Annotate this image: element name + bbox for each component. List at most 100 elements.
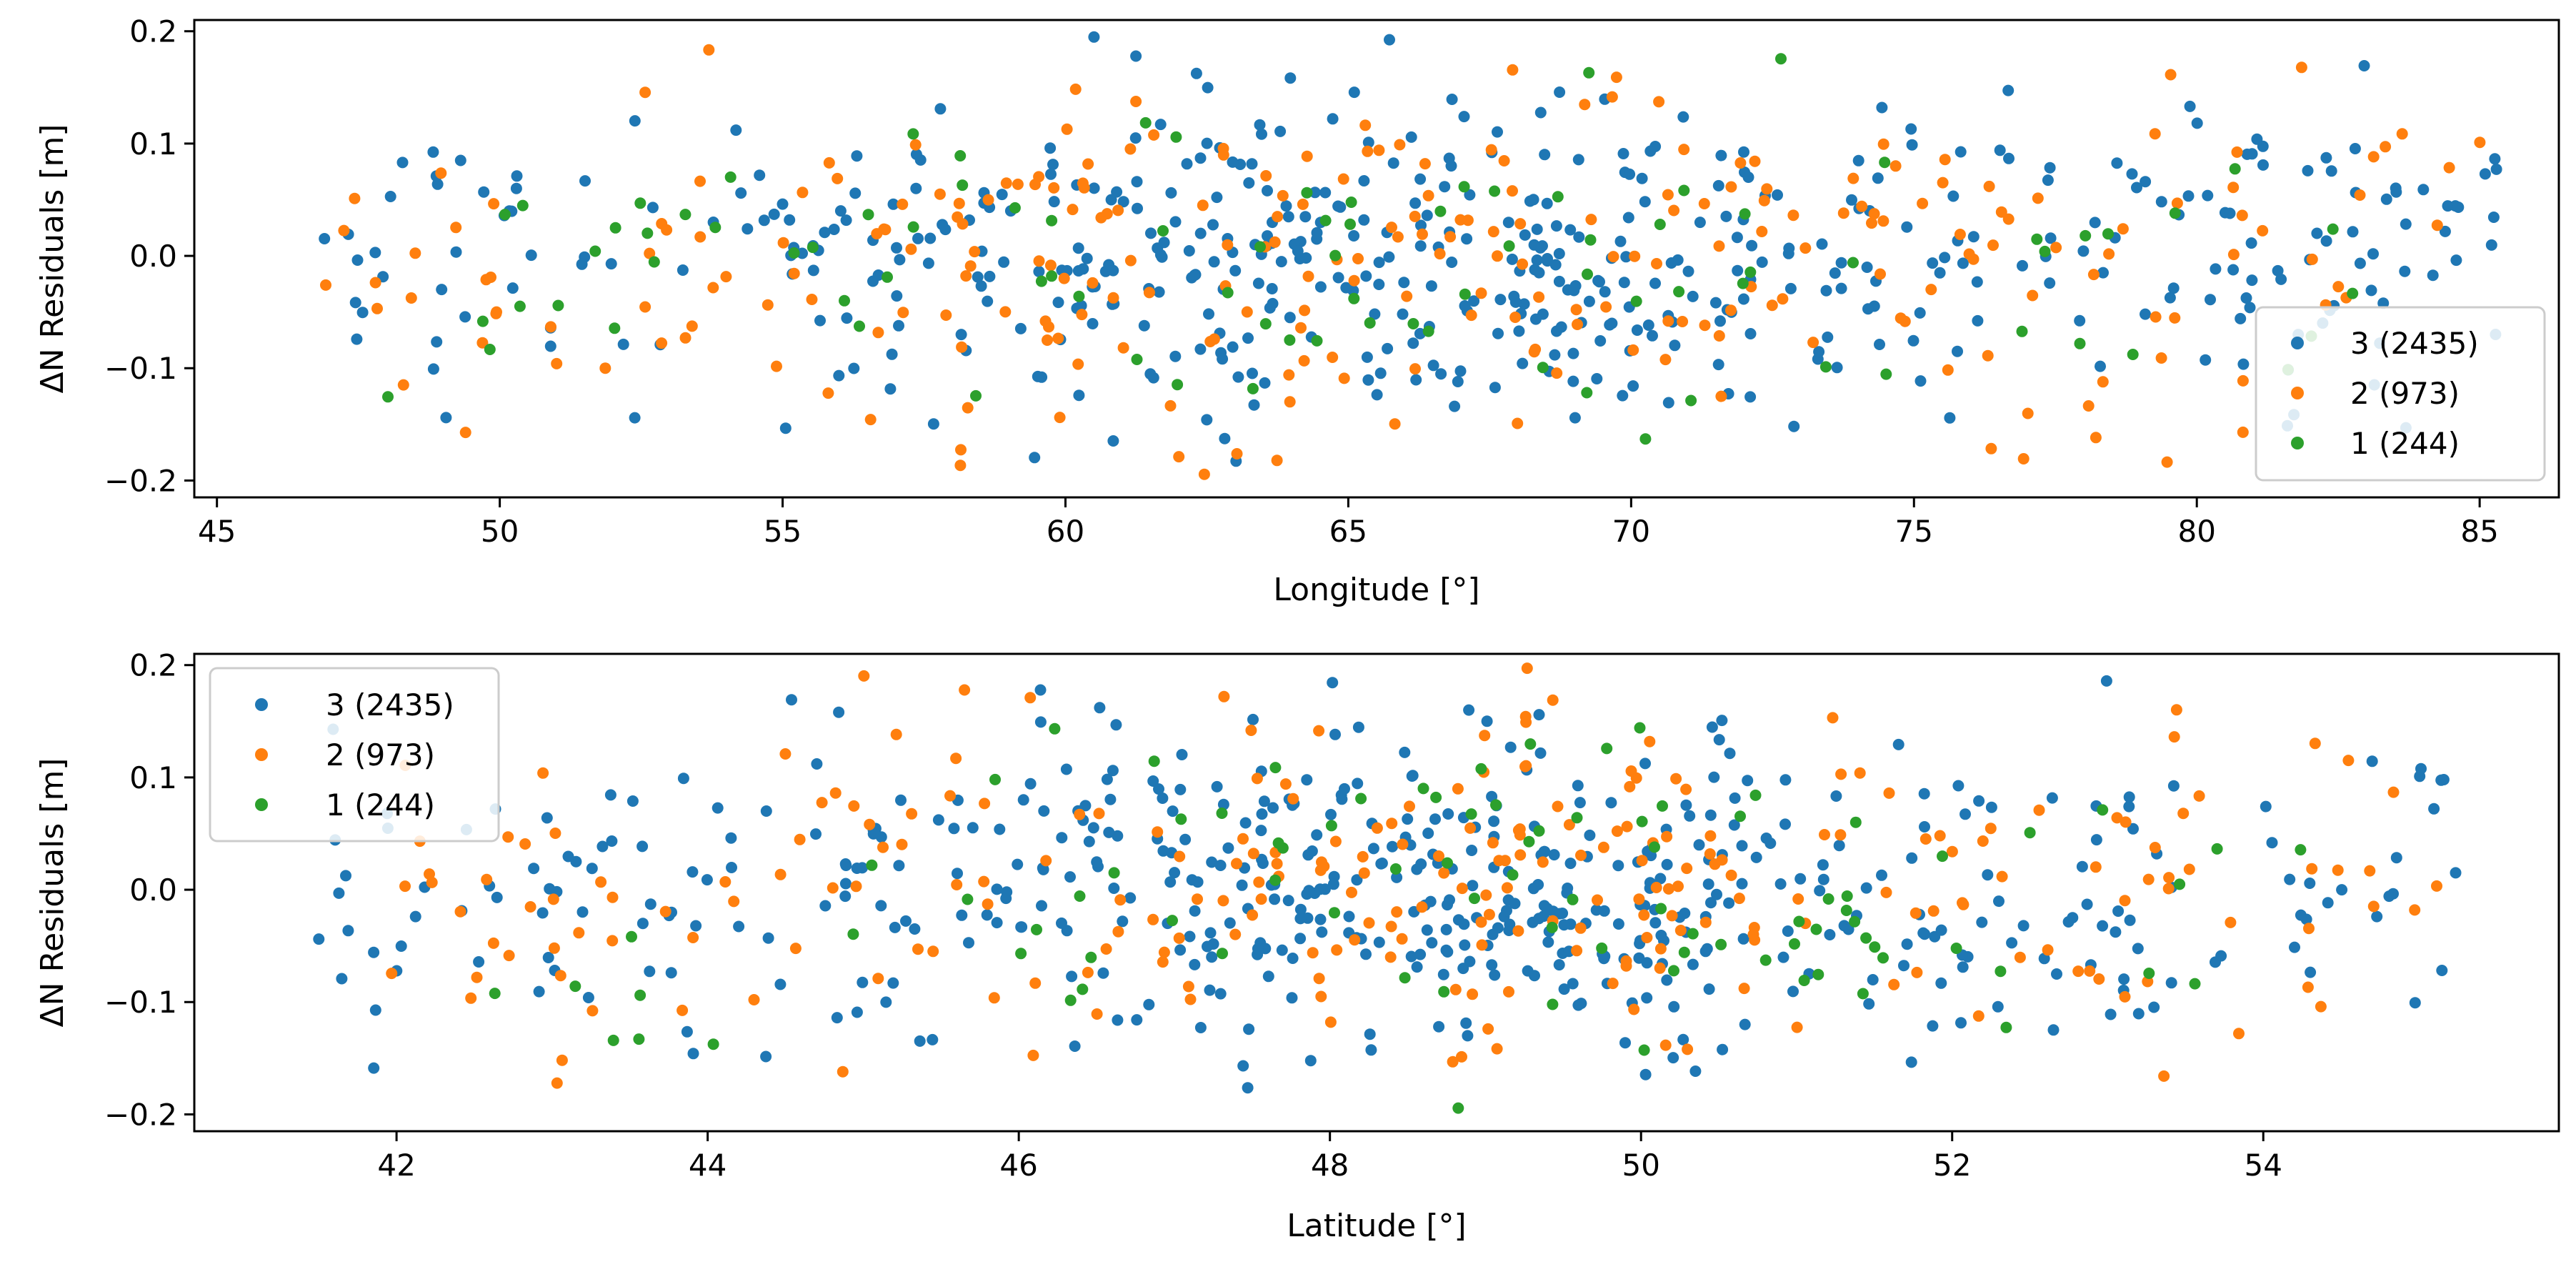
top-point	[832, 172, 844, 184]
top-point	[1531, 254, 1543, 266]
bottom-point	[1667, 1052, 1679, 1064]
bottom-point	[1202, 940, 1213, 953]
top-point	[1662, 315, 1674, 327]
top-point	[2257, 140, 2269, 152]
bottom-point	[1487, 837, 1499, 849]
top-point	[1301, 150, 1313, 162]
top-point	[1073, 290, 1085, 302]
top-point	[1835, 282, 1847, 294]
top-point	[2237, 374, 2249, 387]
top-point	[777, 237, 789, 249]
top-point	[1039, 315, 1052, 327]
top-point	[679, 209, 692, 221]
bottom-point	[1124, 892, 1137, 904]
bottom-point	[1279, 778, 1292, 790]
top-point	[2474, 136, 2486, 149]
bottom-point	[1680, 783, 1692, 795]
top-point	[1673, 286, 1685, 298]
bottom-point	[906, 808, 918, 820]
bottom-point	[786, 694, 797, 706]
bottom-x-tick-label: 48	[1311, 1148, 1349, 1183]
bottom-point	[1666, 910, 1678, 922]
top-point	[891, 290, 903, 302]
top-point	[2237, 358, 2250, 370]
bottom-point	[1687, 958, 1699, 970]
bottom-point	[1486, 959, 1498, 971]
top-point	[2097, 267, 2109, 279]
top-point	[2097, 376, 2109, 388]
top-point	[1567, 375, 1579, 387]
bottom-point	[1131, 1014, 1143, 1026]
top-point	[1164, 399, 1177, 412]
bottom-point	[1655, 930, 1667, 941]
bottom-point	[1833, 840, 1845, 852]
bottom-point	[1677, 1033, 1689, 1045]
top-point	[1905, 123, 1917, 135]
bottom-point	[1467, 988, 1479, 1000]
bottom-point	[707, 1038, 719, 1050]
top-point	[1731, 232, 1743, 244]
bottom-x-tick-label: 50	[1622, 1148, 1659, 1183]
top-point	[841, 312, 853, 324]
top-point	[1678, 184, 1690, 197]
bottom-point	[1480, 889, 1492, 901]
bottom-point	[1104, 793, 1117, 805]
top-point	[1348, 230, 1360, 242]
bottom-point	[1158, 946, 1170, 958]
top-point	[840, 214, 852, 227]
top-point	[1246, 158, 1258, 170]
top-point	[1906, 139, 1918, 151]
bottom-point	[1469, 893, 1480, 905]
top-point	[1274, 125, 1287, 137]
top-point	[2140, 308, 2151, 320]
bottom-point	[471, 971, 483, 983]
bottom-point	[2017, 920, 2030, 932]
bottom-point	[1447, 1055, 1459, 1068]
top-point	[694, 175, 706, 187]
bottom-point	[1567, 893, 1579, 905]
bottom-point	[1750, 851, 1762, 863]
top-point	[1856, 200, 1868, 212]
top-point	[1847, 257, 1859, 269]
bottom-point	[1680, 799, 1692, 811]
top-point	[1052, 332, 1064, 344]
top-point	[2380, 141, 2392, 153]
bottom-point	[760, 1050, 772, 1063]
bottom-point	[1713, 734, 1725, 746]
bottom-point	[2336, 884, 2348, 896]
top-point	[1583, 295, 1595, 307]
top-point	[2200, 354, 2212, 366]
top-point	[879, 224, 892, 236]
bottom-point	[1247, 713, 1259, 725]
bottom-point	[1760, 833, 1772, 844]
top-point	[1358, 214, 1370, 226]
top-point	[2302, 164, 2314, 177]
top-point	[1259, 377, 1271, 389]
bottom-point	[1276, 944, 1288, 956]
top-point	[1630, 295, 1642, 307]
bottom-point	[1668, 965, 1679, 977]
bottom-point	[1365, 1044, 1377, 1056]
bottom-point	[1426, 937, 1438, 949]
bottom-point	[1992, 1000, 2004, 1013]
bottom-point	[1311, 829, 1323, 841]
bottom-point	[582, 992, 594, 1003]
bottom-point	[1601, 742, 1613, 755]
top-point	[1555, 321, 1567, 333]
top-point	[953, 197, 965, 209]
bottom-point	[677, 772, 689, 785]
bottom-point	[1433, 850, 1444, 862]
top-point	[1222, 239, 1234, 251]
bottom-point	[1668, 1000, 1680, 1013]
top-point	[1373, 144, 1385, 156]
bottom-point	[1689, 1065, 1702, 1077]
bottom-point	[912, 943, 924, 955]
bottom-point	[1114, 894, 1127, 906]
top-point	[1639, 196, 1651, 208]
top-point	[1207, 219, 1219, 231]
top-point	[851, 150, 863, 162]
top-point	[349, 297, 361, 309]
top-point	[1087, 277, 1099, 289]
bottom-point	[2105, 1008, 2117, 1020]
bottom-point	[2260, 800, 2272, 813]
